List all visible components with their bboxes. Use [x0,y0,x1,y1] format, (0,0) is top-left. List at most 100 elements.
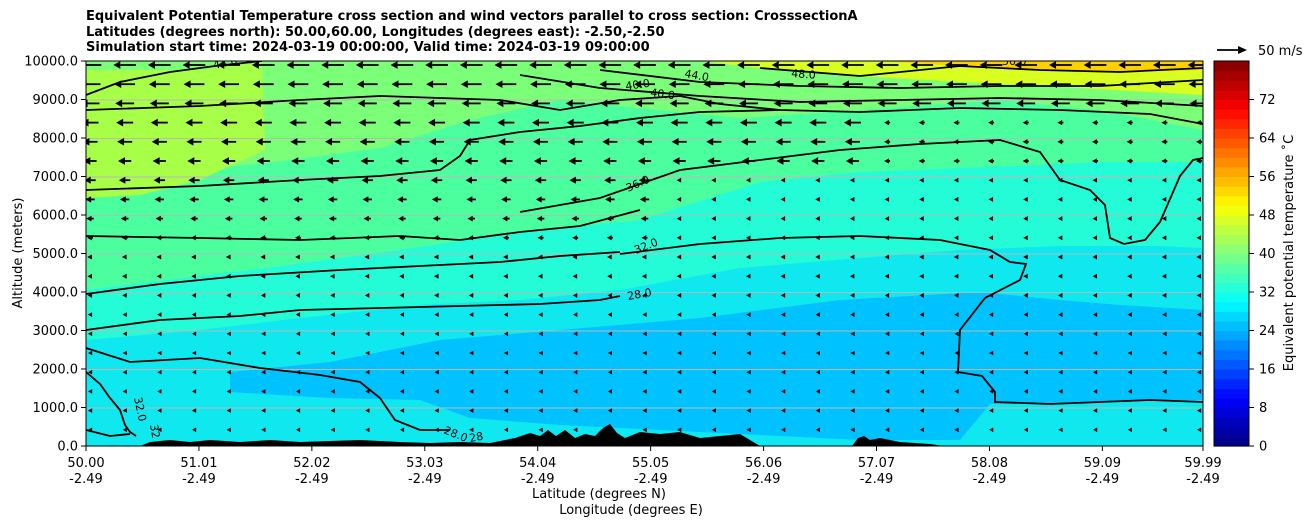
colorbar-swatch [1214,263,1249,274]
colorbar-swatch [1214,320,1249,332]
x-tick-label-lon: -2.49 [1086,472,1120,487]
wind-vector [157,369,162,375]
wind-vector [295,312,301,317]
wind-vector [746,350,751,356]
wind-vector [667,61,691,69]
wind-vector [184,99,204,108]
wind-vector [1092,139,1099,145]
wind-vector [119,196,130,203]
wind-vector [363,215,372,222]
wind-vector [1118,61,1142,69]
wind-vector [1196,119,1202,126]
wind-vector [325,157,340,165]
wind-vector [121,235,128,241]
wind-vector [157,408,162,413]
wind-vector [884,312,890,317]
wind-vector [226,350,231,356]
wind-vector [919,235,924,241]
wind-vector [117,137,133,146]
colorbar-swatch [1214,349,1249,360]
wind-vector [398,215,406,222]
wind-vector [151,137,167,146]
contour-32 [86,209,641,241]
wind-vector [980,80,1002,89]
wind-vector [599,80,621,89]
wind-vector [1162,312,1167,317]
wind-vector [86,64,102,66]
contour-28 [86,251,621,295]
wind-vector [1049,61,1072,69]
wind-vector [469,312,474,317]
colorbar-tick-label: 72 [1259,93,1276,108]
wind-vector [464,157,478,165]
wind-vector [876,80,898,89]
wind-vector [149,99,169,108]
wind-vector [86,215,94,222]
wind-vector [1127,254,1132,260]
wind-vector [711,254,716,260]
wind-vector [87,235,93,241]
wind-vector [191,254,196,260]
wind-vector [641,273,647,279]
wind-vector [953,273,959,279]
wind-vector [676,196,682,202]
wind-vector [261,369,266,375]
wind-vector [87,273,92,279]
title-line-3: Simulation start time: 2024-03-19 00:00:… [86,40,650,55]
x-tick-label-lon: -2.49 [521,472,555,487]
wind-vector [642,312,647,317]
wind-vector [88,408,93,413]
wind-vector [122,331,127,337]
wind-vector [294,215,302,222]
wind-vector [918,139,925,145]
x-axis: 50.00-2.4951.01-2.4952.02-2.4953.03-2.49… [67,446,1222,487]
wind-vector [325,137,341,146]
wind-vector [1126,119,1133,126]
x-tick-label-lon: -2.49 [408,472,442,487]
colorbar: 0 8 16 24 32 40 48 56 64 72 [1213,60,1276,455]
wind-vector [1093,408,1098,413]
x-tick-label-lat: 54.04 [519,456,556,471]
x-tick-label-lon: -2.49 [295,472,329,487]
wind-vector [711,427,717,433]
wind-vector [642,389,647,394]
wind-vector [607,408,613,413]
wind-key: 50 m/s [1217,44,1303,59]
wind-vector [295,273,300,279]
wind-vector [564,80,586,89]
wind-vector [503,389,509,394]
wind-vector [221,137,237,146]
wind-vector [745,196,751,202]
wind-vector [850,389,855,394]
x-axis-label-2: Longitude (degrees E) [559,503,703,518]
wind-vector [1093,427,1098,433]
wind-vector [1057,119,1064,126]
wind-vector [191,235,197,241]
wind-vector [746,408,751,413]
wind-vector [321,61,344,69]
wind-vector [295,254,300,260]
colorbar-swatch [1214,166,1249,178]
wind-vector [533,157,548,165]
wind-vector [434,292,439,298]
wind-vector [807,80,829,89]
wind-vector [395,157,409,165]
wind-vector [845,157,860,165]
wind-vector [988,139,995,145]
wind-vector [1127,350,1132,356]
wind-vector [849,196,855,202]
wind-vector [1092,119,1099,126]
wind-vector [155,215,164,222]
contour-24 [86,347,450,431]
wind-vector [122,408,127,413]
wind-vector [329,235,336,241]
wind-vector [226,312,231,317]
plot-area: 44.0 44.0 40.0 40.0 44.0 48.0 50.0 36.0 … [86,61,1203,446]
wind-vector [291,157,305,165]
wind-vector [88,369,93,375]
wind-vector [329,254,335,260]
wind-vector [1092,196,1098,202]
colorbar-tick-label: 8 [1259,401,1267,416]
wind-vector [1162,350,1167,356]
wind-vector [393,118,411,127]
